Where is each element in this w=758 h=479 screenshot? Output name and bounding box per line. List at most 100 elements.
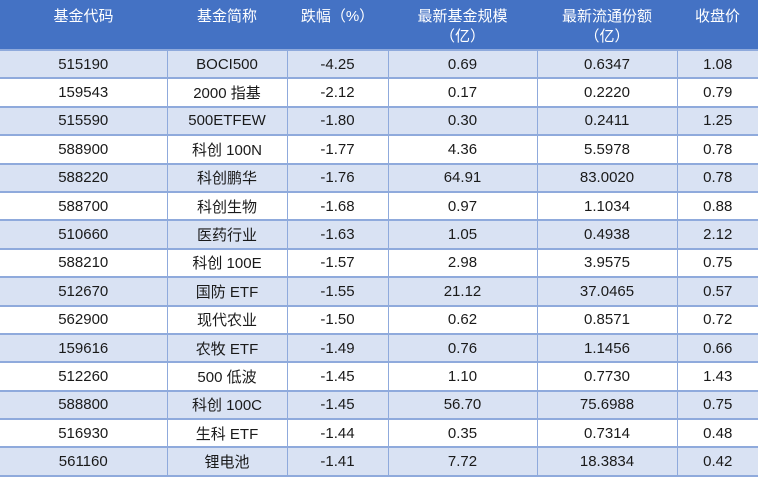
cell-decline-pct[interactable]: -1.76 <box>286 162 388 192</box>
cell-decline-pct[interactable]: -1.77 <box>286 134 388 164</box>
cell-fund-scale[interactable]: 0.30 <box>387 105 537 136</box>
cell-close-price[interactable]: 0.75 <box>676 247 758 278</box>
cell-fund-scale[interactable]: 7.72 <box>387 446 537 476</box>
cell-fund-code[interactable]: 512260 <box>0 361 167 391</box>
cell-decline-pct[interactable]: -1.50 <box>286 304 388 334</box>
col-header-fund-scale[interactable]: 最新基金规模 （亿） <box>388 0 537 50</box>
cell-close-price[interactable]: 0.66 <box>676 332 758 363</box>
cell-fund-scale[interactable]: 2.98 <box>387 247 537 278</box>
cell-fund-name[interactable]: 生科 ETF <box>166 418 287 448</box>
cell-fund-scale[interactable]: 0.62 <box>387 304 537 334</box>
cell-close-price[interactable]: 0.72 <box>676 304 758 334</box>
cell-fund-code[interactable]: 562900 <box>0 304 167 334</box>
cell-circulating-shares[interactable]: 0.8571 <box>536 304 677 334</box>
table-row: 588220 科创鹏华 -1.76 64.91 83.0020 0.78 <box>0 162 758 192</box>
cell-decline-pct[interactable]: -1.80 <box>286 105 388 136</box>
cell-fund-code[interactable]: 561160 <box>0 446 167 476</box>
cell-fund-code[interactable]: 516930 <box>0 418 167 448</box>
cell-fund-code[interactable]: 512670 <box>0 276 167 306</box>
cell-close-price[interactable]: 1.25 <box>676 105 758 136</box>
cell-close-price[interactable]: 2.12 <box>676 219 758 249</box>
cell-close-price[interactable]: 1.43 <box>676 361 758 391</box>
cell-decline-pct[interactable]: -1.49 <box>286 332 388 363</box>
cell-circulating-shares[interactable]: 18.3834 <box>536 446 677 476</box>
cell-fund-code[interactable]: 588700 <box>0 190 167 221</box>
cell-fund-code[interactable]: 515590 <box>0 105 167 136</box>
cell-close-price[interactable]: 1.08 <box>676 48 758 79</box>
col-header-label: 跌幅（%） <box>300 8 375 25</box>
cell-fund-name[interactable]: 科创 100C <box>166 389 287 420</box>
cell-close-price[interactable]: 0.75 <box>676 389 758 420</box>
cell-fund-name[interactable]: 500ETFEW <box>166 105 287 136</box>
cell-fund-name[interactable]: BOCI500 <box>166 48 287 79</box>
cell-fund-scale[interactable]: 56.70 <box>387 389 537 420</box>
cell-decline-pct[interactable]: -1.57 <box>286 247 388 278</box>
cell-fund-code[interactable]: 510660 <box>0 219 167 249</box>
cell-fund-scale[interactable]: 0.35 <box>387 418 537 448</box>
cell-fund-scale[interactable]: 1.10 <box>387 361 537 391</box>
cell-decline-pct[interactable]: -1.55 <box>286 276 388 306</box>
cell-fund-name[interactable]: 科创 100N <box>166 134 287 164</box>
cell-circulating-shares[interactable]: 0.2411 <box>536 105 677 136</box>
cell-fund-code[interactable]: 515190 <box>0 48 167 79</box>
col-header-fund-code[interactable]: 基金代码 <box>0 0 167 50</box>
cell-decline-pct[interactable]: -1.44 <box>286 418 388 448</box>
table-row: 510660 医药行业 -1.63 1.05 0.4938 2.12 <box>0 219 758 249</box>
cell-circulating-shares[interactable]: 75.6988 <box>536 389 677 420</box>
col-header-decline-pct[interactable]: 跌幅（%） <box>287 0 388 50</box>
cell-fund-name[interactable]: 锂电池 <box>166 446 287 476</box>
cell-fund-code[interactable]: 159616 <box>0 332 167 363</box>
cell-decline-pct[interactable]: -1.68 <box>286 190 388 221</box>
cell-circulating-shares[interactable]: 0.6347 <box>536 48 677 79</box>
cell-circulating-shares[interactable]: 5.5978 <box>536 134 677 164</box>
cell-fund-name[interactable]: 科创生物 <box>166 190 287 221</box>
cell-decline-pct[interactable]: -4.25 <box>286 48 388 79</box>
cell-circulating-shares[interactable]: 0.2220 <box>536 77 677 107</box>
cell-fund-code[interactable]: 159543 <box>0 77 167 107</box>
cell-close-price[interactable]: 0.79 <box>676 77 758 107</box>
cell-fund-name[interactable]: 医药行业 <box>166 219 287 249</box>
cell-decline-pct[interactable]: -2.12 <box>286 77 388 107</box>
cell-fund-name[interactable]: 现代农业 <box>166 304 287 334</box>
cell-circulating-shares[interactable]: 1.1034 <box>536 190 677 221</box>
cell-close-price[interactable]: 0.57 <box>676 276 758 306</box>
col-header-close-price[interactable]: 收盘价 <box>677 0 758 50</box>
cell-circulating-shares[interactable]: 83.0020 <box>536 162 677 192</box>
cell-decline-pct[interactable]: -1.45 <box>286 389 388 420</box>
cell-close-price[interactable]: 0.88 <box>676 190 758 221</box>
cell-decline-pct[interactable]: -1.63 <box>286 219 388 249</box>
col-header-circulating-shares[interactable]: 最新流通份额 （亿） <box>537 0 677 50</box>
cell-fund-scale[interactable]: 0.76 <box>387 332 537 363</box>
cell-fund-name[interactable]: 科创鹏华 <box>166 162 287 192</box>
cell-fund-scale[interactable]: 21.12 <box>387 276 537 306</box>
cell-fund-name[interactable]: 500 低波 <box>166 361 287 391</box>
cell-fund-scale[interactable]: 64.91 <box>387 162 537 192</box>
cell-fund-code[interactable]: 588900 <box>0 134 167 164</box>
cell-close-price[interactable]: 0.42 <box>676 446 758 476</box>
cell-decline-pct[interactable]: -1.41 <box>286 446 388 476</box>
cell-fund-name[interactable]: 农牧 ETF <box>166 332 287 363</box>
cell-circulating-shares[interactable]: 0.7730 <box>536 361 677 391</box>
cell-close-price[interactable]: 0.78 <box>676 134 758 164</box>
cell-fund-code[interactable]: 588800 <box>0 389 167 420</box>
cell-fund-name[interactable]: 国防 ETF <box>166 276 287 306</box>
cell-fund-scale[interactable]: 0.69 <box>387 48 537 79</box>
cell-close-price[interactable]: 0.48 <box>676 418 758 448</box>
cell-fund-code[interactable]: 588220 <box>0 162 167 192</box>
cell-circulating-shares[interactable]: 37.0465 <box>536 276 677 306</box>
cell-decline-pct[interactable]: -1.45 <box>286 361 388 391</box>
cell-circulating-shares[interactable]: 0.7314 <box>536 418 677 448</box>
cell-close-price[interactable]: 0.78 <box>676 162 758 192</box>
col-header-fund-name[interactable]: 基金简称 <box>167 0 287 50</box>
table-row: 512670 国防 ETF -1.55 21.12 37.0465 0.57 <box>0 276 758 306</box>
cell-circulating-shares[interactable]: 0.4938 <box>536 219 677 249</box>
cell-fund-scale[interactable]: 0.97 <box>387 190 537 221</box>
cell-fund-scale[interactable]: 4.36 <box>387 134 537 164</box>
cell-fund-name[interactable]: 2000 指基 <box>166 77 287 107</box>
cell-fund-scale[interactable]: 0.17 <box>387 77 537 107</box>
cell-circulating-shares[interactable]: 3.9575 <box>536 247 677 278</box>
cell-fund-scale[interactable]: 1.05 <box>387 219 537 249</box>
cell-fund-code[interactable]: 588210 <box>0 247 167 278</box>
cell-circulating-shares[interactable]: 1.1456 <box>536 332 677 363</box>
cell-fund-name[interactable]: 科创 100E <box>166 247 287 278</box>
